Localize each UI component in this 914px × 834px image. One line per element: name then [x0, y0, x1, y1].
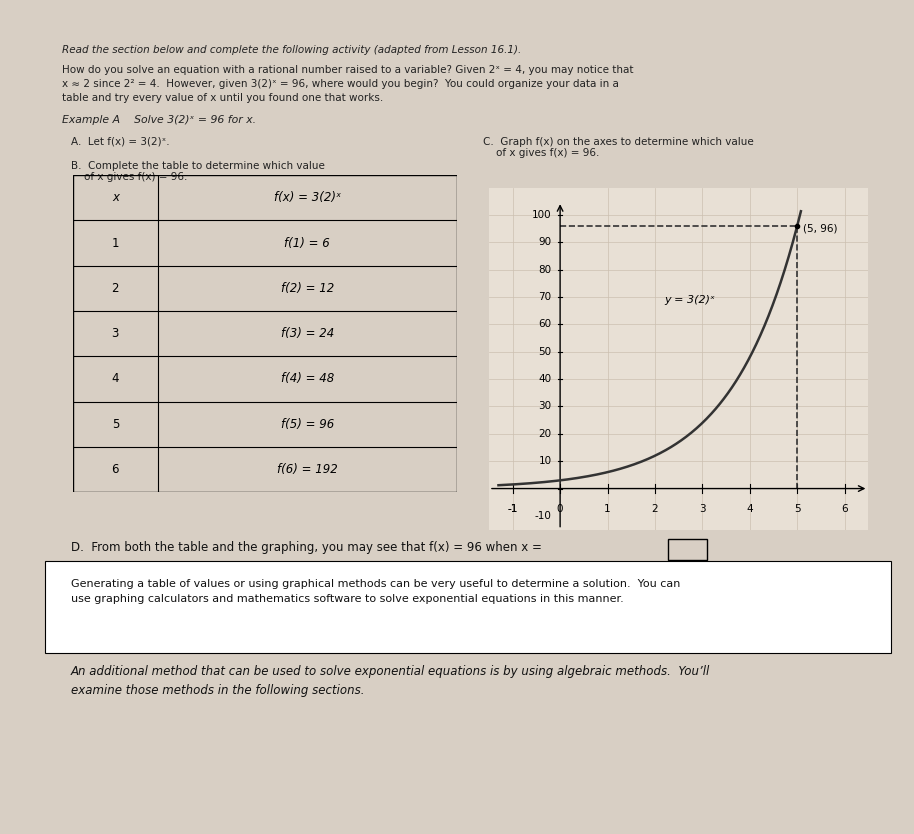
Text: Example A    Solve 3(2)ˣ = 96 for x.: Example A Solve 3(2)ˣ = 96 for x. — [62, 115, 257, 125]
Text: 30: 30 — [538, 401, 551, 411]
Text: 60: 60 — [538, 319, 551, 329]
Text: 0: 0 — [557, 504, 563, 514]
Text: 5: 5 — [794, 504, 801, 514]
Text: 1: 1 — [112, 237, 119, 249]
Text: f(3) = 24: f(3) = 24 — [281, 327, 334, 340]
Text: 90: 90 — [538, 238, 551, 248]
Text: -1: -1 — [507, 504, 518, 514]
Text: 2: 2 — [112, 282, 119, 295]
Text: x: x — [112, 191, 119, 204]
Text: y = 3(2)ˣ: y = 3(2)ˣ — [664, 294, 716, 304]
Text: An additional method that can be used to solve exponential equations is by using: An additional method that can be used to… — [71, 666, 710, 697]
Text: C.  Graph f(x) on the axes to determine which value
    of x gives f(x) = 96.: C. Graph f(x) on the axes to determine w… — [484, 137, 754, 158]
Text: -1: -1 — [507, 504, 518, 514]
Text: 100: 100 — [532, 210, 551, 220]
Text: B.  Complete the table to determine which value
    of x gives f(x) = 96.: B. Complete the table to determine which… — [71, 161, 324, 183]
Text: 6: 6 — [841, 504, 848, 514]
Text: 10: 10 — [538, 456, 551, 466]
Text: Read the section below and complete the following activity (adapted from Lesson : Read the section below and complete the … — [62, 45, 522, 55]
Text: 4: 4 — [112, 372, 119, 385]
Bar — [668, 540, 707, 560]
Text: f(5) = 96: f(5) = 96 — [281, 418, 334, 430]
Text: 50: 50 — [538, 347, 551, 357]
Text: 40: 40 — [538, 374, 551, 384]
Text: 6: 6 — [112, 463, 119, 476]
Text: -10: -10 — [535, 511, 551, 521]
Text: A.  Let f(x) = 3(2)ˣ.: A. Let f(x) = 3(2)ˣ. — [71, 137, 170, 147]
FancyBboxPatch shape — [45, 561, 891, 653]
Text: 1: 1 — [604, 504, 611, 514]
Text: f(1) = 6: f(1) = 6 — [284, 237, 330, 249]
Text: (5, 96): (5, 96) — [802, 224, 837, 234]
Text: D.  From both the table and the graphing, you may see that f(x) = 96 when x =: D. From both the table and the graphing,… — [71, 541, 542, 554]
Text: 5: 5 — [112, 418, 119, 430]
Text: f(x) = 3(2)ˣ: f(x) = 3(2)ˣ — [273, 191, 341, 204]
Text: f(2) = 12: f(2) = 12 — [281, 282, 334, 295]
Text: Generating a table of values or using graphical methods can be very useful to de: Generating a table of values or using gr… — [71, 579, 680, 604]
Text: 2: 2 — [652, 504, 658, 514]
Text: 80: 80 — [538, 264, 551, 274]
Text: 3: 3 — [112, 327, 119, 340]
Text: f(4) = 48: f(4) = 48 — [281, 372, 334, 385]
Text: 3: 3 — [699, 504, 706, 514]
Text: 70: 70 — [538, 292, 551, 302]
Text: How do you solve an equation with a rational number raised to a variable? Given : How do you solve an equation with a rati… — [62, 65, 633, 103]
Text: f(6) = 192: f(6) = 192 — [277, 463, 337, 476]
Text: 4: 4 — [747, 504, 753, 514]
Text: 20: 20 — [538, 429, 551, 439]
